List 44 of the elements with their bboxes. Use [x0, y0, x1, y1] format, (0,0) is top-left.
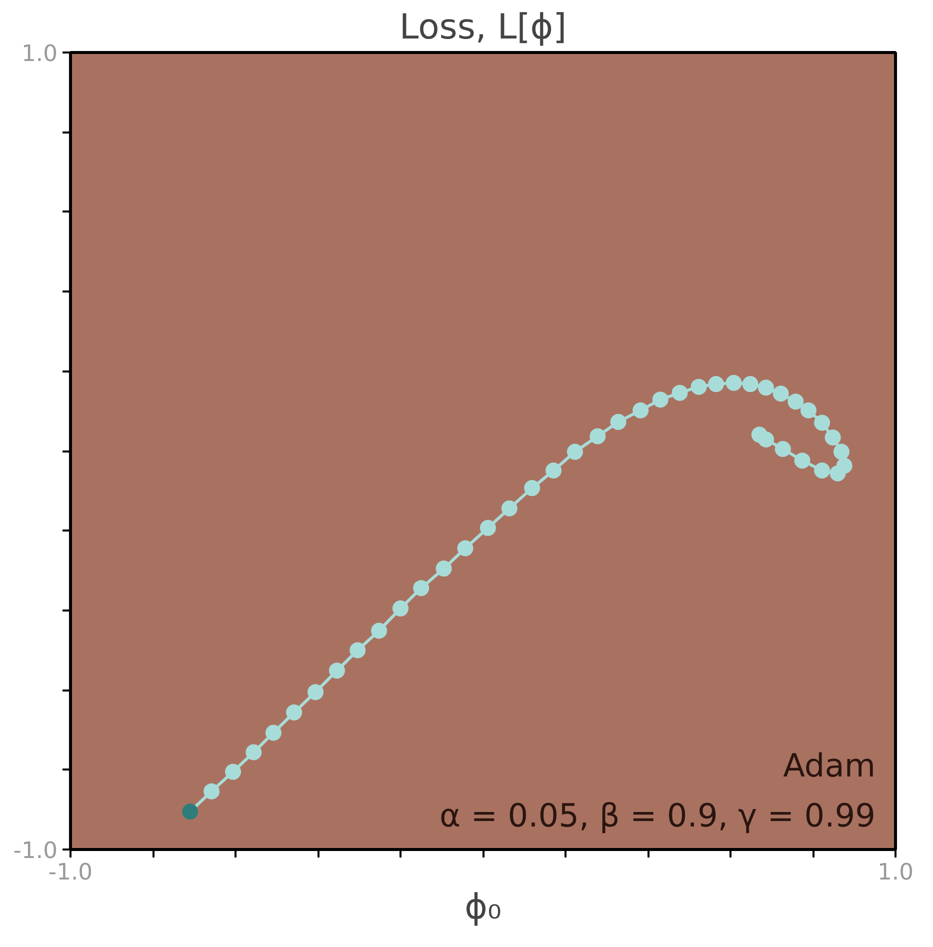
point — [814, 462, 830, 479]
point — [814, 414, 830, 431]
point — [788, 394, 804, 410]
point — [204, 783, 220, 800]
point — [524, 480, 540, 496]
point — [774, 441, 791, 457]
point — [436, 560, 452, 577]
point — [690, 378, 707, 395]
point — [833, 444, 850, 460]
chart-title: Loss, L[ϕ] — [399, 8, 567, 48]
point — [265, 724, 282, 741]
point — [457, 540, 474, 556]
point — [726, 374, 742, 391]
x-axis-title: ϕ₀ — [464, 888, 502, 928]
point — [751, 426, 768, 443]
point — [246, 744, 262, 760]
point — [794, 452, 810, 469]
point — [830, 465, 846, 482]
point — [800, 402, 816, 418]
point — [566, 444, 583, 460]
point — [632, 402, 649, 418]
point — [708, 376, 724, 392]
point — [501, 500, 518, 516]
point — [350, 642, 366, 658]
point — [371, 622, 388, 639]
point — [758, 380, 774, 396]
point — [413, 580, 430, 596]
point — [772, 386, 789, 402]
point — [480, 520, 496, 536]
point — [672, 384, 688, 401]
point — [308, 684, 324, 700]
point — [546, 462, 562, 479]
annotation: Adam — [783, 746, 876, 784]
point — [182, 804, 198, 820]
point — [824, 429, 841, 446]
point — [392, 600, 408, 616]
point — [328, 662, 345, 679]
annotation: α = 0.05, β = 0.9, γ = 0.99 — [440, 796, 876, 834]
point — [652, 392, 668, 408]
point — [225, 764, 242, 780]
point — [742, 376, 758, 392]
point — [610, 414, 626, 430]
point — [286, 704, 302, 720]
point — [590, 428, 606, 444]
